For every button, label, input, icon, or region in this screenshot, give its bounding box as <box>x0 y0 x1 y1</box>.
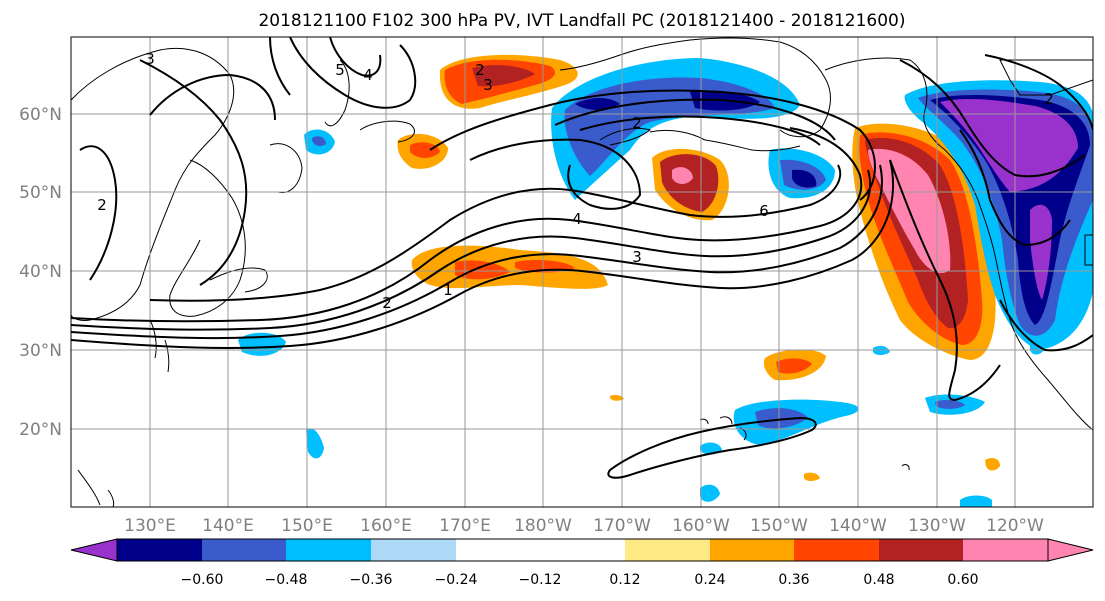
colorbar-bin-6 <box>540 539 625 561</box>
figure-title: 2018121100 F102 300 hPa PV, IVT Landfall… <box>258 11 905 31</box>
cb-tick-5: −0.12 <box>519 572 562 588</box>
contour-label-7: 2 <box>97 196 107 214</box>
cb-tick-7: 0.24 <box>694 572 725 588</box>
colorbar-bin-9 <box>794 539 879 561</box>
contour-label-1: 3 <box>145 50 155 68</box>
contour-label-4: 2 <box>475 61 485 79</box>
contour-label-3: 4 <box>363 66 373 84</box>
colorbar-extend-high <box>1047 538 1094 562</box>
lat-label-30n: 30°N <box>19 341 62 361</box>
colorbar-border <box>116 538 1049 562</box>
pv-anomaly-fill <box>238 54 1093 507</box>
colorbar <box>70 538 1094 562</box>
contour-label-12: 1 <box>443 281 453 299</box>
map-panel: 3 5 4 2 3 2 2 4 6 3 2 1 2 <box>71 37 1093 507</box>
contour-label-11: 2 <box>382 294 392 312</box>
lon-label-140e: 140°E <box>202 516 254 536</box>
lat-label-20n: 20°N <box>19 420 62 440</box>
colorbar-bin-4 <box>371 539 456 561</box>
lon-label-130e: 130°E <box>124 516 176 536</box>
cb-tick-6: 0.12 <box>609 572 640 588</box>
cb-tick-3: −0.36 <box>350 572 393 588</box>
contour-label-2: 5 <box>335 61 345 79</box>
lat-label-50n: 50°N <box>19 183 62 203</box>
colorbar-bin-1 <box>117 539 202 561</box>
longitude-labels: 130°E 140°E 150°E 160°E 170°E 180°W 170°… <box>124 516 1044 536</box>
latitude-labels: 60°N 50°N 40°N 30°N 20°N <box>19 105 62 440</box>
colorbar-bin-5 <box>456 539 540 561</box>
colorbar-bin-7 <box>625 539 710 561</box>
cb-tick-10: 0.60 <box>947 572 978 588</box>
lon-label-120w: 120°W <box>986 516 1044 536</box>
cb-tick-9: 0.48 <box>863 572 894 588</box>
pv-contours <box>71 37 1093 479</box>
contour-label-9: 6 <box>759 202 769 220</box>
colorbar-bin-2 <box>202 539 286 561</box>
colorbar-bin-11 <box>963 539 1048 561</box>
lon-label-170e: 170°E <box>439 516 491 536</box>
lon-label-160w: 160°W <box>672 516 730 536</box>
cb-tick-4: −0.24 <box>435 572 478 588</box>
cb-tick-1: −0.60 <box>181 572 224 588</box>
lat-label-60n: 60°N <box>19 105 62 125</box>
contour-label-8: 4 <box>572 210 582 228</box>
cb-tick-2: −0.48 <box>265 572 308 588</box>
contour-label-5: 3 <box>483 76 493 94</box>
contour-labels: 3 5 4 2 3 2 2 4 6 3 2 1 2 <box>97 50 1054 312</box>
lon-label-160e: 160°E <box>360 516 412 536</box>
lon-label-130w: 130°W <box>908 516 966 536</box>
contour-label-13: 2 <box>1044 90 1054 108</box>
coastlines <box>71 37 1093 507</box>
lon-label-180w: 180°W <box>514 516 572 536</box>
lon-label-150e: 150°E <box>281 516 333 536</box>
contour-label-10: 3 <box>632 248 642 266</box>
lon-label-150w: 150°W <box>750 516 808 536</box>
colorbar-tick-labels: −0.60 −0.48 −0.36 −0.24 −0.12 0.12 0.24 … <box>181 572 979 588</box>
contour-label-6: 2 <box>632 114 642 132</box>
lon-label-170w: 170°W <box>593 516 651 536</box>
colorbar-bin-10 <box>879 539 963 561</box>
map-border <box>70 36 1094 508</box>
lat-label-40n: 40°N <box>19 262 62 282</box>
cb-tick-8: 0.36 <box>778 572 809 588</box>
colorbar-bin-3 <box>286 539 371 561</box>
colorbar-bin-8 <box>710 539 794 561</box>
lon-label-140w: 140°W <box>829 516 887 536</box>
colorbar-extend-low <box>70 538 118 562</box>
